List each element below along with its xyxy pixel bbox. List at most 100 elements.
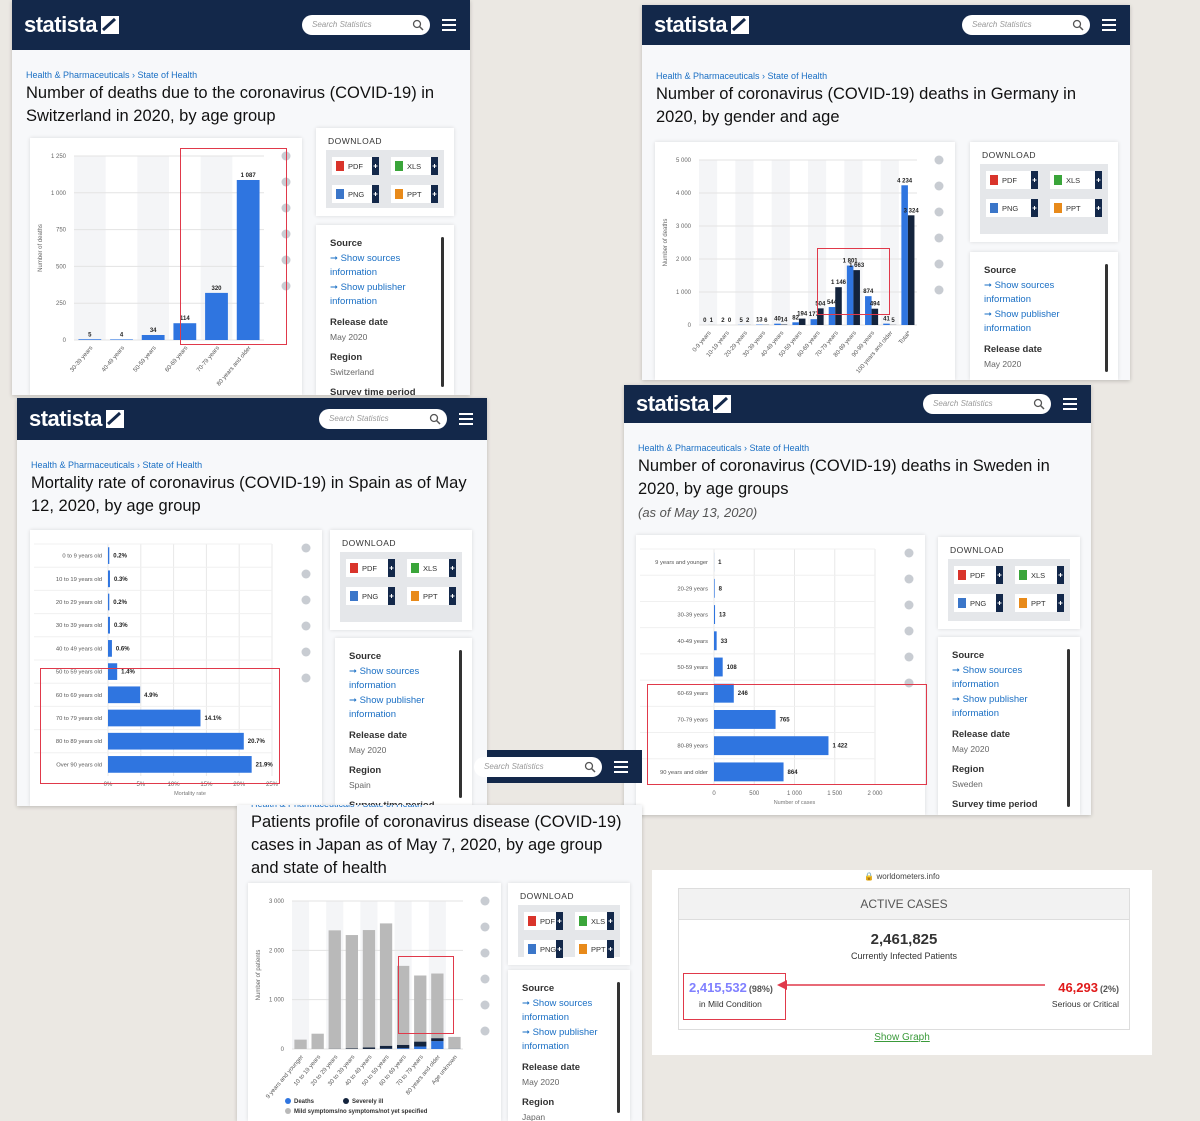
bar [236,179,260,340]
y-tick-label: 5 000 [676,158,692,164]
source-link[interactable]: ➞ Show publisher information [952,693,1028,720]
file-icon [350,591,358,601]
y-tick-label: 90 years and older [660,770,708,776]
band-stripe [771,160,790,325]
y-tick-label: 0 [63,338,67,344]
statista-panel: statista Search Statistics Health & Pharma… [12,0,470,395]
icon [607,912,614,930]
field-label: Release date [984,343,1043,355]
breadcrumb[interactable]: Health & Pharmaceuticals › State of Heal… [251,805,422,809]
breadcrumb[interactable]: Health & Pharmaceuticals › State of Heal… [638,443,810,453]
icon [350,563,358,573]
site-header: statista Search Statistics [642,5,1130,45]
download-button[interactable]: PNG [986,199,1038,217]
bar [901,185,908,325]
y-tick-label: 80 to 89 years old [56,739,102,745]
source-link[interactable]: ➞ Show publisher information [984,308,1060,335]
download-button[interactable]: PDF [346,559,395,577]
icon [1031,171,1038,189]
icon [431,157,438,175]
band-stripe [74,156,106,340]
data-label: 864 [788,770,799,776]
bar [108,616,110,634]
breadcrumb[interactable]: Health & Pharmaceuticals › State of Heal… [656,71,828,81]
source-link[interactable]: ➞ Show sources information [330,252,401,279]
plus [997,601,1002,605]
bar [396,1044,410,1049]
serious-label: Serious or Critical [1051,999,1119,1009]
search-box[interactable]: Search Statistics [923,394,1051,414]
download-button[interactable]: XLS [407,559,456,577]
y-tick-label: 0 [688,323,692,329]
field-label: Release date [330,316,389,328]
data-label: 1 [718,560,722,566]
icon [958,598,966,608]
data-label: 41 [883,317,890,323]
download-button[interactable]: XLS [575,912,614,930]
icon[interactable] [1063,398,1077,410]
search-box[interactable]: Search Statistics [319,409,447,429]
show-graph-link[interactable]: Show Graph [874,1032,930,1043]
source-heading: Source [522,983,555,994]
highlight-box [647,684,927,785]
bar [379,923,393,1046]
tool-icon [934,207,944,217]
icon[interactable] [459,413,473,425]
bar [108,686,141,704]
magnifier-handle [418,25,424,31]
download-button[interactable]: XLS [1015,566,1064,584]
statista-panel: statista Search Statistics Health & Pharma… [17,398,487,806]
download-button[interactable]: PPT [1015,594,1064,612]
download-button[interactable]: PNG [332,185,379,203]
x-tick-label: Total* [898,330,913,346]
download-button[interactable]: PDF [986,171,1038,189]
source-link[interactable]: ➞ Show publisher information [522,1026,598,1053]
download-heading: DOWNLOAD [982,150,1037,160]
x-tick-label: 10% [168,782,181,788]
download-button[interactable]: PPT [391,185,438,203]
download-button[interactable]: PPT [407,587,456,605]
source-link[interactable]: ➞ Show sources information [349,665,420,692]
x-tick-label: 0 [712,791,716,797]
breadcrumb[interactable]: Health & Pharmaceuticals › State of Heal… [31,460,203,470]
card: DOWNLOAD PDF XLS PNG PPT [330,530,472,630]
source-link[interactable]: ➞ Show sources information [522,997,593,1024]
search-box[interactable]: Search Statistics [962,15,1090,35]
bar [792,322,799,325]
icon [996,594,1003,612]
source-link[interactable]: ➞ Show publisher information [330,281,406,308]
download-button[interactable]: PNG [524,940,563,958]
tool-icon [301,647,311,657]
download-button[interactable]: XLS [1050,171,1102,189]
source-link[interactable]: ➞ Show sources information [952,664,1023,691]
y-tick-label: 10 to 19 years old [56,577,102,583]
search-box[interactable]: Search Statistics [302,15,430,35]
icon[interactable] [1102,19,1116,31]
highlight-box [180,148,287,345]
data-label: 544 [827,300,838,306]
download-button[interactable]: PNG [346,587,395,605]
y-tick-label: 1 000 [676,290,692,296]
icon[interactable] [442,19,456,31]
icon [429,413,441,425]
download-button[interactable]: PPT [575,940,614,958]
bar [108,640,112,657]
download-button[interactable]: PPT [1050,199,1102,217]
icon [411,591,419,601]
tool-icon [480,974,490,984]
download-button[interactable]: PNG [954,594,1003,612]
y-tick-label: 80-89 years [677,744,708,750]
plus [997,573,1002,577]
source-link[interactable]: ➞ Show publisher information [349,694,425,721]
icon[interactable] [614,760,628,773]
download-button[interactable]: PDF [954,566,1003,584]
file-icon [579,916,587,926]
download-button[interactable]: PDF [524,912,563,930]
field-label: Survey time period [952,798,1038,810]
search-box[interactable]: Search Statistics [474,756,602,777]
download-button[interactable]: PDF [332,157,379,175]
breadcrumb[interactable]: Health & Pharmaceuticals › State of Heal… [26,70,198,80]
download-button[interactable]: XLS [391,157,438,175]
source-link[interactable]: ➞ Show sources information [984,279,1055,306]
y-tick-label: 1 250 [51,154,67,160]
